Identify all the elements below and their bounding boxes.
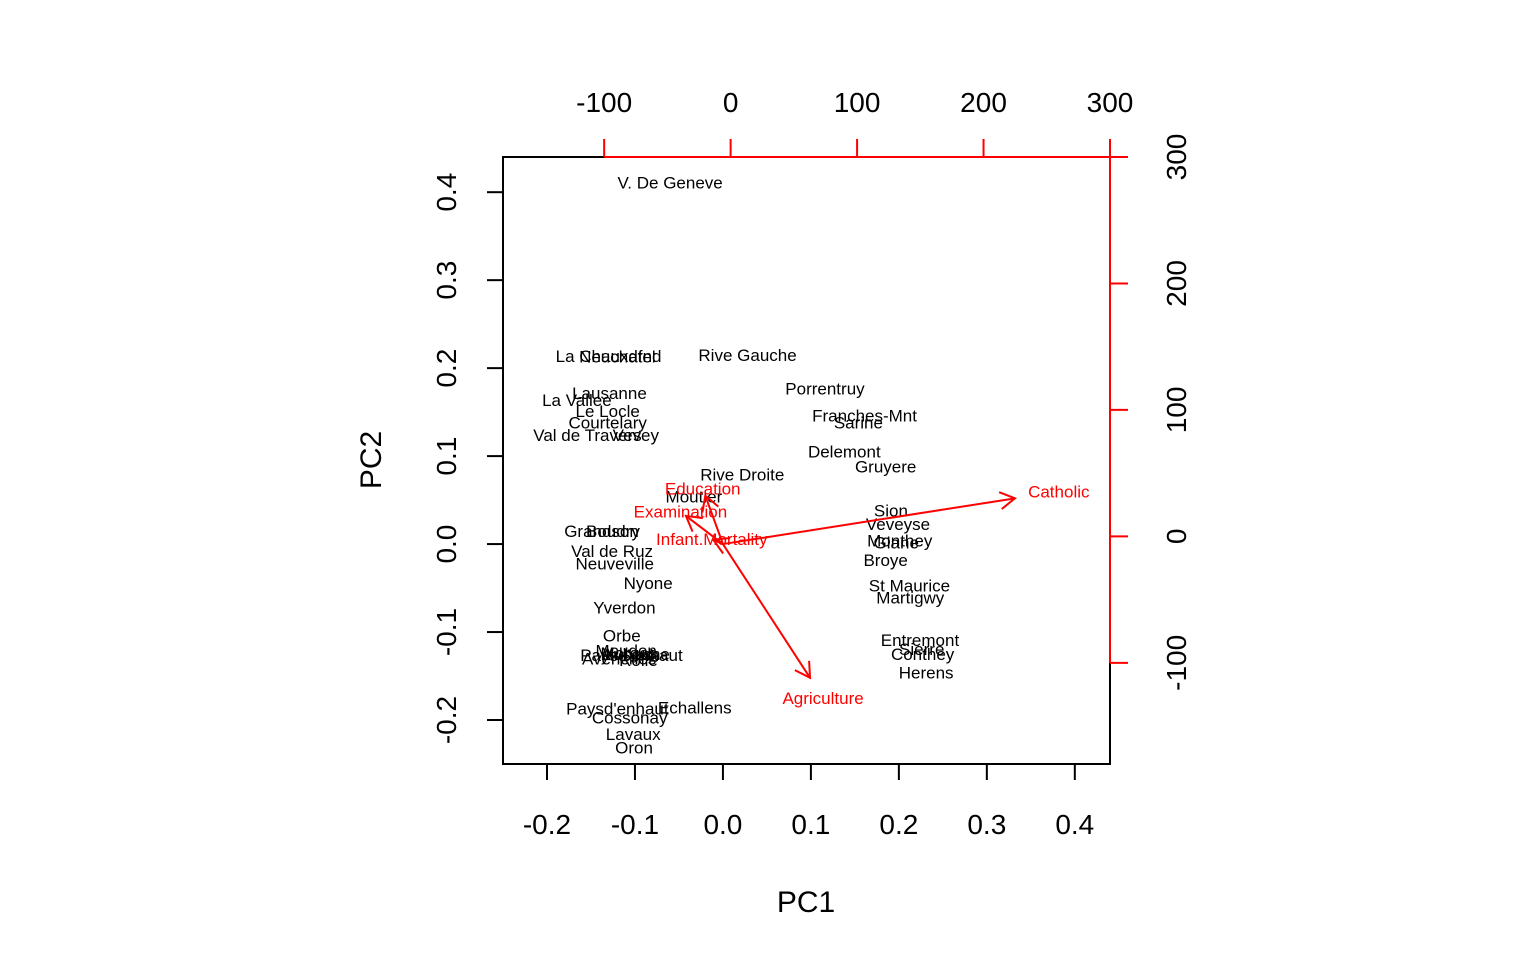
observation-label: Neuchatel xyxy=(579,348,656,367)
observation-label: Boudry xyxy=(586,522,640,541)
observation-label: V. De Geneve xyxy=(618,174,723,193)
x-tick-label: -0.1 xyxy=(611,809,659,840)
y-tick-label: -0.1 xyxy=(431,608,462,656)
observation-label: Rolle xyxy=(619,651,658,670)
observation-label: La Vallee xyxy=(542,391,612,410)
observation-label: La Chauxdfnd xyxy=(556,347,662,366)
variable-label: Examination xyxy=(634,503,728,522)
x-tick-label: 0.0 xyxy=(703,809,742,840)
observation-label: Franches-Mnt xyxy=(812,407,917,426)
variable-arrows: Catholic Agriculture Education Examination I… xyxy=(634,479,1090,707)
observation-label: Sarine xyxy=(834,414,883,433)
x-tick-label: 0.3 xyxy=(967,809,1006,840)
top-tick-label: 300 xyxy=(1087,87,1134,118)
observation-label: Lavaux xyxy=(606,725,661,744)
observation-label: Yverdon xyxy=(593,598,655,617)
observation-label: Cossonay xyxy=(592,708,668,727)
observation-label: Val de Travers xyxy=(533,426,641,445)
observation-label: Glane xyxy=(874,533,919,552)
y-tick-label: 0.0 xyxy=(431,525,462,564)
observation-label: Grandson xyxy=(564,522,639,541)
observation-label: Paysd'enhaut xyxy=(580,646,683,665)
observation-label: Entremont xyxy=(881,631,960,650)
bottom-axis: -0.2 -0.1 0.0 0.1 0.2 0.3 0.4 xyxy=(523,763,1094,840)
observation-label: Rive Gauche xyxy=(698,346,796,365)
observation-label: Lausanne xyxy=(572,384,647,403)
observation-label: Martigwy xyxy=(876,589,945,608)
variable-label: Education xyxy=(665,479,741,498)
top-tick-label: 100 xyxy=(834,87,881,118)
variable-arrow-shaft xyxy=(704,495,724,545)
observation-label: Delemont xyxy=(808,443,881,462)
variable-arrow-shaft xyxy=(722,543,811,679)
y-tick-label: 0.3 xyxy=(431,261,462,300)
observation-label: Rive Droite xyxy=(700,466,784,485)
variable-arrow-shaft xyxy=(722,497,1016,546)
observation-label: Le Locle xyxy=(576,402,640,421)
observation-label: Avenches xyxy=(582,649,656,668)
observation-label: Moudon xyxy=(595,642,656,661)
observation-label: Paysd'enhaut xyxy=(566,700,669,719)
observation-label: Gruyere xyxy=(855,458,916,477)
observation-label: Echallens xyxy=(658,699,732,718)
left-axis: -0.2 -0.1 0.0 0.1 0.2 0.3 0.4 xyxy=(431,173,503,744)
variable-arrow-head xyxy=(701,493,719,513)
observation-label: Morges xyxy=(600,644,657,663)
observation-label: Oron xyxy=(615,738,653,757)
observation-label: Sierre xyxy=(899,640,944,659)
variable-label: Agriculture xyxy=(782,689,863,708)
variable-arrow-head xyxy=(684,514,703,532)
top-tick-label: -100 xyxy=(576,87,632,118)
variable-arrow-head xyxy=(711,537,731,555)
y-axis-title: PC2 xyxy=(355,431,388,489)
observation-label: Courtelary xyxy=(568,414,647,433)
variable-label: Catholic xyxy=(1028,482,1090,501)
y-tick-label: 0.1 xyxy=(431,437,462,476)
right-tick-label: 0 xyxy=(1161,529,1192,545)
observation-label: Herens xyxy=(899,664,954,683)
observation-label: Nyone xyxy=(624,574,673,593)
observation-label: Neuveville xyxy=(576,554,654,573)
x-tick-label: -0.2 xyxy=(523,809,571,840)
observation-label: Conthey xyxy=(891,645,955,664)
x-tick-label: 0.4 xyxy=(1055,809,1094,840)
observation-label: Aubonne xyxy=(602,645,670,664)
observation-label: Monthey xyxy=(867,532,933,551)
observation-label: St Maurice xyxy=(869,576,950,595)
observation-label: Vevey xyxy=(613,426,660,445)
right-tick-label: 200 xyxy=(1161,260,1192,307)
variable-label: Infant.Mortality xyxy=(656,530,768,549)
observation-label: Porrentruy xyxy=(785,379,865,398)
x-axis-title: PC1 xyxy=(777,886,835,919)
y-tick-label: -0.2 xyxy=(431,696,462,744)
right-tick-label: 300 xyxy=(1161,134,1192,181)
x-tick-label: 0.2 xyxy=(879,809,918,840)
top-tick-label: 0 xyxy=(723,87,739,118)
right-axis: -100 0 100 200 300 xyxy=(1109,134,1192,691)
observation-label: Orbe xyxy=(603,627,641,646)
variable-arrow-head xyxy=(998,491,1017,510)
observation-label: Broye xyxy=(863,551,907,570)
top-tick-label: 200 xyxy=(960,87,1007,118)
y-tick-label: 0.4 xyxy=(431,173,462,212)
observation-label: Val de Ruz xyxy=(571,542,653,561)
y-tick-label: 0.2 xyxy=(431,349,462,388)
right-tick-label: 100 xyxy=(1161,387,1192,434)
variable-arrow-head xyxy=(794,660,812,680)
right-tick-label: -100 xyxy=(1161,635,1192,691)
top-axis: -100 0 100 200 300 xyxy=(576,87,1134,158)
x-tick-label: 0.1 xyxy=(791,809,830,840)
